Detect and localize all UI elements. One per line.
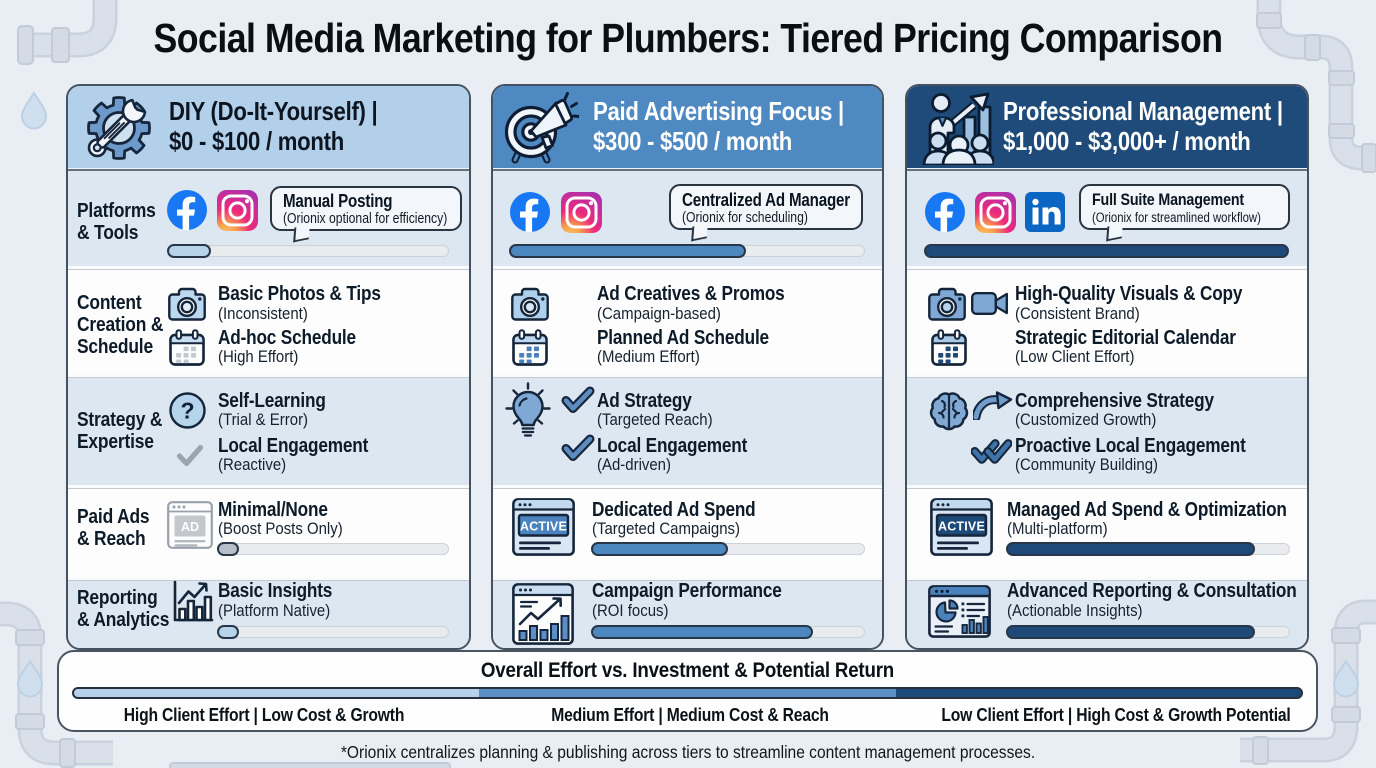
svg-text:ACTIVE: ACTIVE — [938, 520, 985, 534]
svg-text:AD: AD — [181, 520, 199, 534]
svg-text:ACTIVE: ACTIVE — [520, 520, 567, 534]
svg-text:?: ? — [180, 398, 194, 424]
